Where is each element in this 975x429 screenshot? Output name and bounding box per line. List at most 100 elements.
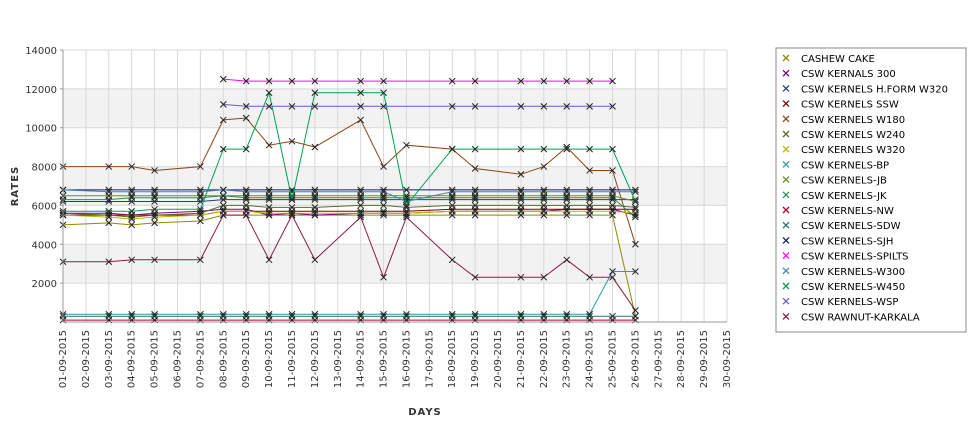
series-csw-rawnut-karkala <box>59 211 639 314</box>
legend-label: CSW RAWNUT-KARKALA <box>801 312 920 323</box>
data-point-marker <box>288 211 296 219</box>
legend-label: CSW KERNELS-SDW <box>801 221 901 232</box>
data-point-marker <box>540 188 548 196</box>
data-point-marker <box>151 213 158 221</box>
data-point-marker <box>242 145 250 153</box>
x-tick-label: 15-09-2015 <box>379 330 390 388</box>
x-tick-label: 28-09-2015 <box>676 330 687 388</box>
y-tick-label: 10000 <box>25 124 57 135</box>
series-csw-kernels-w320 <box>59 207 639 223</box>
data-point-marker <box>586 202 593 209</box>
data-point-marker <box>105 213 113 221</box>
data-point-marker <box>128 188 136 196</box>
data-point-marker <box>380 89 387 97</box>
axes <box>62 50 727 323</box>
data-point-marker <box>563 188 571 196</box>
data-point-marker <box>586 145 593 153</box>
legend-label: CSW KERNALS 300 <box>801 69 896 80</box>
x-tick-label: 06-09-2015 <box>172 330 183 388</box>
data-point-marker <box>128 207 136 215</box>
series-lines <box>59 75 639 324</box>
data-point-marker <box>540 77 548 85</box>
data-point-marker <box>265 141 273 149</box>
data-point-marker <box>219 101 227 108</box>
legend-marker <box>782 160 790 168</box>
data-point-marker <box>380 163 387 170</box>
x-tick-label: 13-09-2015 <box>333 330 344 388</box>
data-point-marker <box>380 102 387 110</box>
data-point-marker <box>609 194 616 202</box>
grid-lines <box>62 49 728 322</box>
legend-marker <box>782 69 790 77</box>
data-point-marker <box>105 188 113 196</box>
x-tick-label: 08-09-2015 <box>218 330 229 388</box>
data-point-marker <box>471 188 479 196</box>
data-point-marker <box>517 170 525 178</box>
x-axis-title: DAYS <box>408 407 442 418</box>
x-tick-label: 23-09-2015 <box>562 330 573 388</box>
data-point-marker <box>632 204 639 211</box>
data-point-marker <box>448 207 456 215</box>
data-point-marker <box>448 312 456 320</box>
data-point-marker <box>517 202 525 209</box>
data-point-marker <box>197 217 204 225</box>
data-point-marker <box>380 312 387 320</box>
data-point-marker <box>586 194 593 202</box>
data-point-marker <box>517 102 525 110</box>
data-point-marker <box>448 194 456 202</box>
data-point-marker <box>288 204 296 211</box>
data-point-marker <box>357 77 365 85</box>
legend-marker <box>782 54 790 62</box>
x-tick-label: 24-09-2015 <box>585 330 596 388</box>
x-tick-label: 30-09-2015 <box>722 330 733 388</box>
data-point-marker <box>357 89 365 97</box>
legend-box <box>775 47 967 333</box>
legend-marker <box>782 221 790 229</box>
data-point-marker <box>632 240 639 248</box>
series-csw-kernels-spilts <box>219 75 616 85</box>
data-point-marker <box>197 211 204 219</box>
data-point-marker <box>242 202 250 209</box>
series-line <box>223 103 613 107</box>
data-point-marker <box>632 213 639 221</box>
data-point-marker <box>128 221 136 229</box>
legend-label: CSW KERNELS-JB <box>801 176 887 187</box>
data-point-marker <box>540 194 548 202</box>
data-point-marker <box>357 188 365 196</box>
data-point-marker <box>265 194 273 202</box>
data-point-marker <box>448 145 456 153</box>
data-point-marker <box>265 204 273 211</box>
x-tick-label: 04-09-2015 <box>127 330 138 388</box>
y-tick-label: 4000 <box>32 240 57 251</box>
data-point-marker <box>586 102 593 110</box>
data-point-marker <box>311 194 319 202</box>
data-point-marker <box>242 211 250 219</box>
x-tick-label: 09-09-2015 <box>241 330 252 388</box>
data-point-marker <box>151 188 158 196</box>
legend-marker <box>782 100 790 108</box>
legend-marker <box>782 312 790 320</box>
legend-label: CSW KERNELS-BP <box>801 160 889 171</box>
x-tick-label: 20-09-2015 <box>493 330 504 388</box>
data-point-marker <box>380 188 387 196</box>
data-point-marker <box>609 188 616 196</box>
data-point-marker <box>609 145 616 153</box>
plot-bands <box>63 88 727 284</box>
legend-marker <box>782 206 790 214</box>
legend-label: CSW KERNELS-WSP <box>801 297 898 308</box>
series-csw-kernals-300 <box>59 205 639 219</box>
data-point-marker <box>609 273 616 281</box>
data-point-marker <box>105 207 113 215</box>
data-point-marker <box>151 167 158 174</box>
data-point-marker <box>197 194 204 202</box>
y-tick-label: 14000 <box>25 46 57 57</box>
data-point-marker <box>563 77 571 85</box>
data-point-marker <box>471 194 479 202</box>
data-point-marker <box>517 273 525 281</box>
data-point-marker <box>357 312 365 320</box>
data-point-marker <box>586 312 593 320</box>
data-point-marker <box>471 145 479 153</box>
data-point-marker <box>448 202 456 209</box>
y-tick-label: 2000 <box>32 279 57 290</box>
